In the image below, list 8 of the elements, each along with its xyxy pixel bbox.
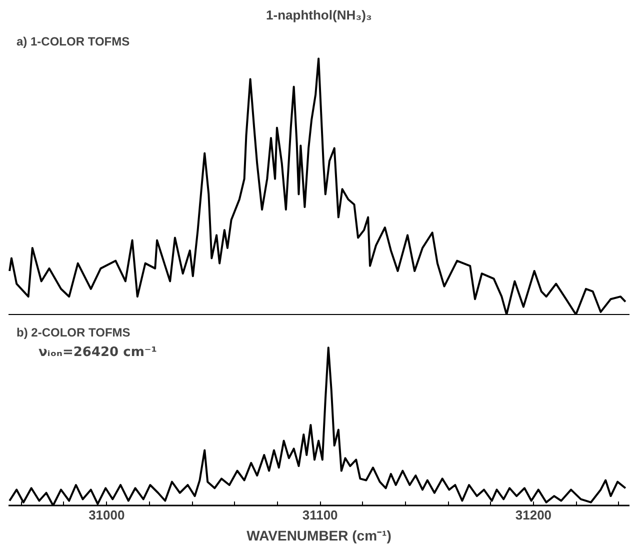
x-tick-label: 31200 — [515, 508, 552, 522]
chart-subtitle: a) 1-COLOR TOFMS — [16, 34, 130, 48]
chart-subtitle: b) 2-COLOR TOFMS — [16, 326, 130, 340]
x-axis-title: WAVENUMBER (cm⁻¹) — [246, 528, 392, 544]
x-tick-label: 31000 — [88, 508, 125, 522]
annotation: νᵢₒₙ=26420 cm⁻¹ — [38, 344, 157, 360]
chart-title: 1-naphthol(NH₃)₃ — [266, 8, 372, 22]
x-tick-label: 31100 — [302, 508, 338, 522]
